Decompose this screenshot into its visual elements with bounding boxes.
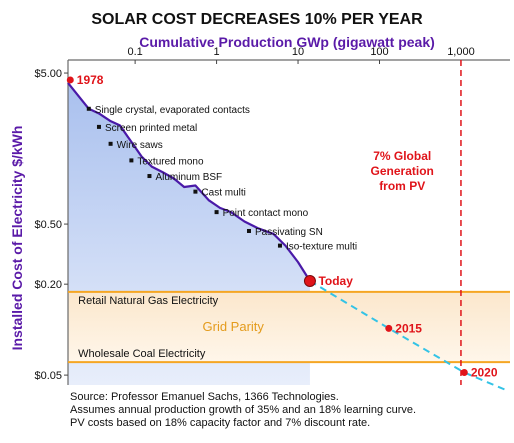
y-tick-label: $0.50: [34, 219, 62, 231]
annotation-bullet: [129, 158, 134, 163]
grid-parity-band: [68, 291, 510, 363]
grid-parity-label: Grid Parity: [203, 319, 265, 334]
x-tick-label: 100: [370, 46, 388, 58]
annotation-point-contact-mono: Point contact mono: [223, 208, 309, 219]
note-line: PV costs based on 18% capacity factor an…: [70, 417, 370, 429]
annotation-cast-multi: Cast multi: [201, 188, 245, 199]
y-tick-label: $0.05: [34, 370, 62, 382]
annotation-aluminum-bsf: Aluminum BSF: [155, 172, 222, 183]
annotation-bullet: [193, 189, 198, 194]
coal-label: Wholesale Coal Electricity: [78, 348, 206, 360]
seven-percent-label-line: from PV: [379, 179, 425, 193]
note-line: Source: Professor Emanuel Sachs, 1366 Te…: [70, 391, 339, 403]
point-1978: [66, 76, 74, 84]
y-axis-title: Installed Cost of Electricity $/kWh: [9, 126, 25, 351]
annotation-screen-printed-metal: Screen printed metal: [105, 123, 197, 134]
annotation-wire-saws: Wire saws: [117, 140, 163, 151]
annotation-passivating-sn: Passivating SN: [255, 227, 323, 238]
x-tick-label: 1,000: [447, 46, 475, 58]
annotation-iso-texture-multi: Iso-texture multi: [286, 242, 357, 253]
point-label-1978: 1978: [77, 73, 104, 87]
milestone-points: 1978 Today 2015 2020: [66, 73, 498, 380]
annotation-bullet: [246, 228, 251, 233]
x-tick-label: 10: [292, 46, 304, 58]
point-2015: [385, 324, 393, 332]
point-today: [303, 274, 316, 287]
x-axis-ticks: 0.1 1 10 100 1,000: [127, 46, 475, 64]
annotation-bullet: [277, 243, 282, 248]
retail-gas-label: Retail Natural Gas Electricity: [78, 295, 218, 307]
x-tick-label: 0.1: [127, 46, 142, 58]
technology-annotations: Single crystal, evaporated contacts Scree…: [86, 105, 357, 253]
y-axis-ticks: $5.00 $0.50 $0.20 $0.05: [34, 68, 68, 382]
point-2020: [460, 369, 468, 377]
chart-title: SOLAR COST DECREASES 10% PER YEAR: [91, 11, 423, 28]
seven-percent-label-line: Generation: [371, 164, 434, 178]
annotation-bullet: [214, 210, 219, 215]
point-label-today: Today: [318, 274, 353, 288]
annotation-bullet: [108, 141, 113, 146]
annotation-single-crystal-evaporated-contacts: Single crystal, evaporated contacts: [95, 105, 250, 116]
x-tick-label: 1: [214, 46, 220, 58]
y-tick-label: $0.20: [34, 279, 62, 291]
annotation-bullet: [96, 124, 101, 129]
series-lines: [67, 82, 506, 391]
projection-line: [309, 280, 506, 391]
note-line: Assumes annual production growth of 35% …: [70, 404, 416, 416]
band-lines: Retail Natural Gas Electricity Wholesale …: [68, 290, 510, 364]
y-tick-label: $5.00: [34, 68, 62, 80]
x-axis-title: Cumulative Production GWp (gigawatt peak…: [139, 34, 435, 50]
point-label-2020: 2020: [471, 366, 498, 380]
source-notes: Source: Professor Emanuel Sachs, 1366 Te…: [70, 391, 416, 429]
annotation-textured-mono: Textured mono: [137, 156, 204, 167]
cost-curve-line: [67, 82, 311, 282]
point-label-2015: 2015: [395, 321, 422, 335]
annotation-bullet: [147, 174, 152, 179]
seven-percent-label-line: 7% Global: [373, 149, 431, 163]
annotation-bullet: [86, 106, 91, 111]
